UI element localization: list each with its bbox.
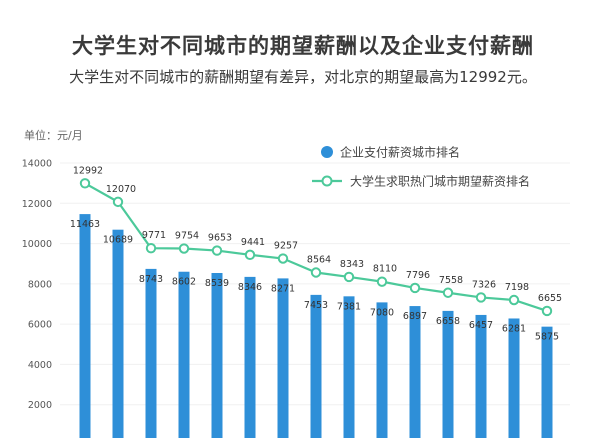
line-value-label: 7326 — [472, 279, 496, 290]
chart-title: 大学生对不同城市的期望薪酬以及企业支付薪酬 — [72, 34, 534, 58]
bar — [112, 229, 124, 438]
bar-value-label: 6658 — [436, 316, 460, 327]
bar — [244, 276, 256, 438]
line-point — [178, 243, 190, 254]
line-value-label: 7198 — [505, 282, 529, 293]
line-point — [442, 287, 454, 298]
bar-value-label: 11463 — [70, 219, 100, 230]
y-tick-label: 2000 — [28, 400, 52, 411]
line-point — [409, 282, 421, 294]
bar — [376, 302, 388, 438]
bar-value-label: 7080 — [370, 307, 394, 318]
bar — [541, 326, 553, 438]
y-tick-label: 10000 — [22, 239, 52, 250]
bar-value-label: 6457 — [469, 320, 493, 331]
bar-value-label: 8346 — [238, 282, 262, 293]
bar — [79, 214, 91, 438]
bar — [277, 278, 289, 438]
line-point — [211, 245, 223, 256]
y-tick-label: 8000 — [28, 279, 52, 290]
line-value-label: 12070 — [106, 184, 136, 195]
bar-value-label: 6897 — [403, 311, 427, 322]
bar-value-label: 8602 — [172, 277, 196, 288]
line-value-label: 9653 — [208, 233, 232, 244]
legend-bar-marker — [321, 146, 333, 158]
line-point — [343, 271, 355, 283]
bar — [145, 268, 157, 438]
line-point — [376, 276, 388, 287]
line-point — [475, 292, 487, 303]
bar-value-label: 10689 — [103, 235, 133, 246]
line-point — [244, 249, 256, 261]
chart-subtitle: 大学生对不同城市的薪酬期望有差异，对北京的期望最高为12992元。 — [69, 68, 537, 86]
legend-bar-label: 企业支付薪资城市排名 — [340, 145, 460, 160]
bar — [178, 271, 190, 438]
y-axis-unit-label: 单位：元/月 — [24, 129, 83, 142]
line-point — [508, 294, 520, 306]
line-value-label: 6655 — [538, 293, 562, 304]
line-point — [112, 196, 124, 208]
bar — [508, 318, 520, 438]
line-point — [145, 242, 157, 254]
bar-value-label: 5875 — [535, 332, 559, 343]
bar-value-label: 8539 — [205, 278, 229, 289]
legend-line-marker — [321, 175, 333, 187]
bar-value-label: 6281 — [502, 323, 526, 334]
bar-value-label: 8271 — [271, 283, 295, 294]
bar — [211, 273, 223, 438]
legend-line-label: 大学生求职热门城市期望薪资排名 — [350, 174, 530, 189]
line-value-label: 7558 — [439, 275, 463, 286]
line-point — [277, 253, 289, 264]
line-value-label: 12992 — [73, 165, 103, 176]
line-point — [79, 178, 91, 189]
y-tick-label: 14000 — [22, 159, 52, 170]
line-value-label: 8343 — [340, 259, 364, 270]
bar — [343, 296, 355, 438]
line-value-label: 8564 — [307, 254, 331, 265]
bar — [475, 314, 487, 438]
line-value-label: 9441 — [241, 237, 265, 248]
bar — [310, 294, 322, 438]
bar-value-label: 8743 — [139, 274, 163, 285]
bar — [442, 310, 454, 438]
bar — [409, 306, 421, 438]
bar-value-label: 7453 — [304, 300, 328, 311]
y-tick-label: 6000 — [28, 320, 52, 331]
line-value-label: 9257 — [274, 241, 298, 252]
line-value-label: 9771 — [142, 230, 166, 241]
line-point — [541, 305, 553, 317]
y-tick-label: 4000 — [28, 360, 52, 371]
bar-value-label: 7381 — [337, 301, 361, 312]
line-value-label: 8110 — [373, 264, 397, 275]
line-value-label: 7796 — [406, 270, 430, 281]
line-point — [310, 267, 322, 278]
line-value-label: 9754 — [175, 231, 199, 242]
y-tick-label: 12000 — [22, 199, 52, 210]
